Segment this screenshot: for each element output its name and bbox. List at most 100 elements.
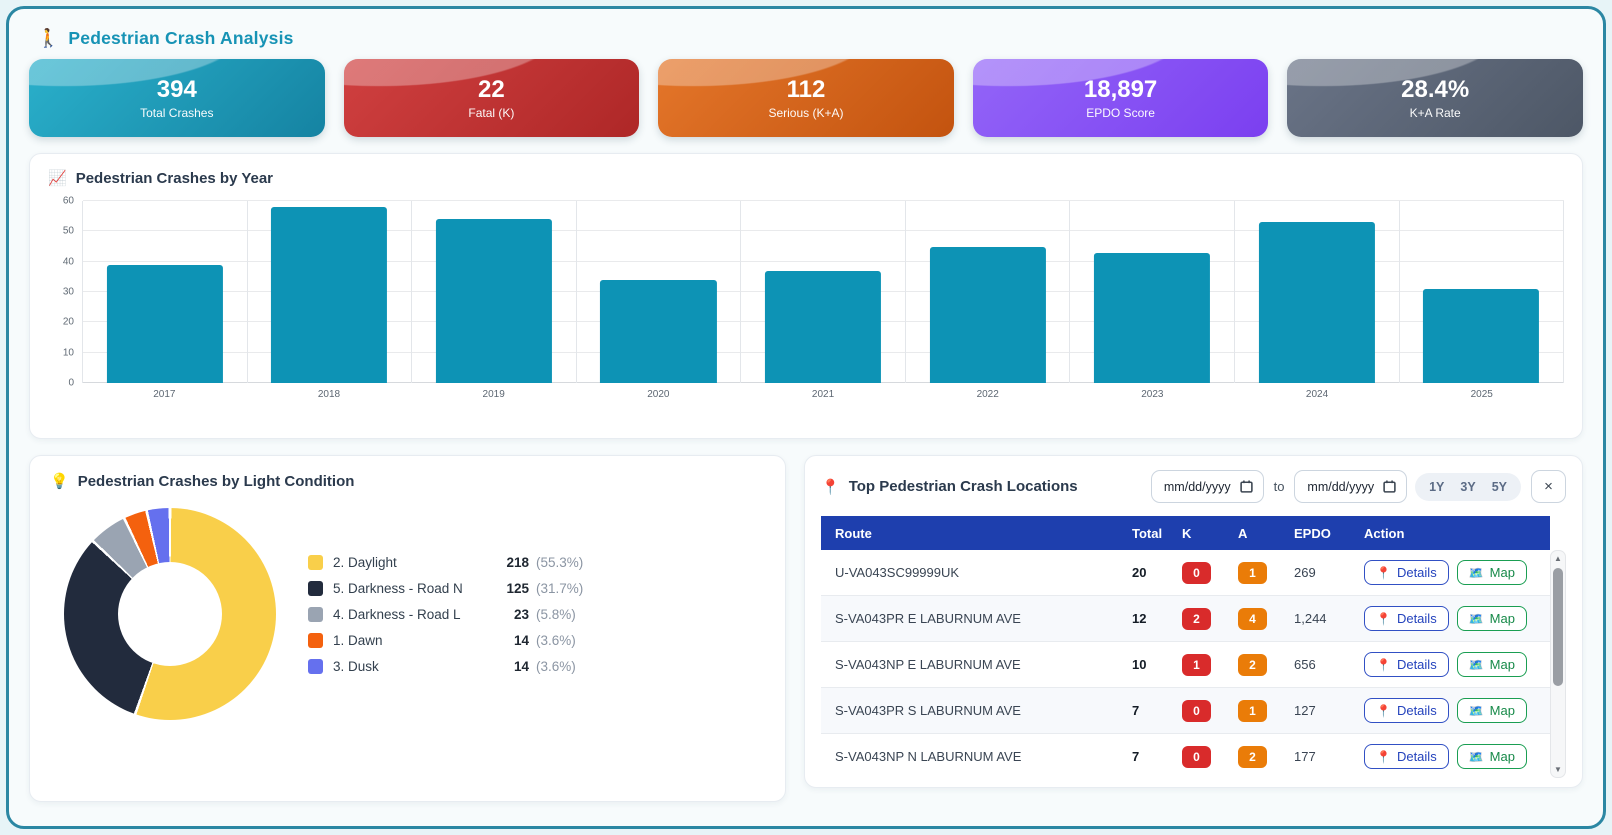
range-button-3y[interactable]: 3Y xyxy=(1460,479,1476,494)
kpi-value-epdo-score: 18,897 xyxy=(1083,75,1158,103)
bar-column-2022 xyxy=(906,201,1071,383)
map-button[interactable]: 🗺️ Map xyxy=(1456,652,1527,677)
pushpin-icon: 📍 xyxy=(821,478,840,496)
epdo-cell: 1,244 xyxy=(1294,611,1327,626)
pushpin-icon: 📍 xyxy=(1376,703,1391,718)
map-icon: 🗺️ xyxy=(1468,749,1484,764)
date-range-to-label: to xyxy=(1273,479,1285,494)
details-button[interactable]: 📍 Details xyxy=(1364,606,1449,631)
table-row: S-VA043PR E LABURNUM AVE 12 2 4 1,244 📍 Detail… xyxy=(821,596,1550,642)
y-axis: 0 10 20 30 40 50 60 xyxy=(48,196,82,389)
table-scrollbar[interactable]: ▲ ▼ xyxy=(1550,550,1566,778)
legend-label-5: 3. Dusk xyxy=(333,658,379,674)
legend-pct-2: (31.7%) xyxy=(536,580,584,596)
bar-2020 xyxy=(600,279,717,383)
details-button-label: Details xyxy=(1396,657,1437,672)
range-button-5y[interactable]: 5Y xyxy=(1491,479,1507,494)
bar-2025 xyxy=(1423,288,1540,383)
col-header-k: K xyxy=(1182,525,1192,541)
a-cell: 1 xyxy=(1238,699,1294,722)
total-cell: 10 xyxy=(1132,657,1147,672)
route-cell: U-VA043SC99999UK xyxy=(835,565,960,580)
col-header-a: A xyxy=(1238,525,1248,541)
pedestrian-icon: 🚶 xyxy=(37,28,60,48)
map-button[interactable]: 🗺️ Map xyxy=(1456,744,1527,769)
map-icon: 🗺️ xyxy=(1468,611,1484,626)
x-label-2024: 2024 xyxy=(1305,389,1329,400)
page-header: 🚶 Pedestrian Crash Analysis xyxy=(37,21,1583,55)
gridline-60 xyxy=(83,200,1564,201)
action-cell: 📍 Details 🗺️ Map xyxy=(1364,560,1550,585)
legend-label-1: 2. Daylight xyxy=(333,554,397,570)
details-button-label: Details xyxy=(1396,749,1437,764)
crashes-by-year-title: Pedestrian Crashes by Year xyxy=(75,169,274,187)
date-to-input[interactable]: mm/dd/yyyy xyxy=(1294,470,1408,503)
kpi-label-total-crashes: Total Crashes xyxy=(140,106,214,121)
y-tick-10: 10 xyxy=(62,347,74,359)
total-cell: 7 xyxy=(1132,749,1140,764)
legend-count-4: 14 xyxy=(513,632,529,648)
route-cell: S-VA043PR S LABURNUM AVE xyxy=(835,703,1021,718)
range-button-group: 1Y 3Y 5Y xyxy=(1415,472,1521,501)
bar-column-2018 xyxy=(248,201,413,383)
legend-swatch-1 xyxy=(308,554,323,570)
a-cell: 1 xyxy=(1238,561,1294,584)
details-button[interactable]: 📍 Details xyxy=(1364,652,1449,677)
action-cell: 📍 Details 🗺️ Map xyxy=(1364,652,1550,677)
map-icon: 🗺️ xyxy=(1468,657,1484,672)
scrollbar-thumb[interactable] xyxy=(1553,568,1563,686)
top-locations-title: Top Pedestrian Crash Locations xyxy=(848,478,1078,495)
date-from-input[interactable]: mm/dd/yyyy xyxy=(1150,470,1264,503)
x-label-2022: 2022 xyxy=(976,389,999,400)
action-cell: 📍 Details 🗺️ Map xyxy=(1364,698,1550,723)
x-label-2021: 2021 xyxy=(811,389,835,400)
bar-column-2020 xyxy=(577,201,742,383)
legend-item-2: 5. Darkness - Road N 125 (31.7%) xyxy=(308,580,584,596)
y-tick-20: 20 xyxy=(62,316,74,328)
bar-2018 xyxy=(271,207,388,383)
epdo-cell: 269 xyxy=(1294,565,1316,580)
map-icon: 🗺️ xyxy=(1468,703,1484,718)
legend-count-1: 218 xyxy=(506,554,529,570)
calendar-icon xyxy=(1239,480,1253,493)
close-button[interactable]: × xyxy=(1531,470,1566,503)
legend-pct-4: (3.6%) xyxy=(536,632,576,648)
light-condition-title-row: 💡 Pedestrian Crashes by Light Condition xyxy=(50,472,765,491)
legend-label-2: 5. Darkness - Road N xyxy=(333,580,463,596)
x-label-2023: 2023 xyxy=(1141,389,1164,400)
map-button[interactable]: 🗺️ Map xyxy=(1456,606,1527,631)
y-tick-60: 60 xyxy=(62,195,74,207)
map-button[interactable]: 🗺️ Map xyxy=(1456,698,1527,723)
a-cell: 2 xyxy=(1238,745,1294,768)
map-button[interactable]: 🗺️ Map xyxy=(1456,560,1527,585)
scroll-down-arrow[interactable]: ▼ xyxy=(1554,765,1562,774)
legend-count-5: 14 xyxy=(513,658,529,674)
top-locations-card: 📍 Top Pedestrian Crash Locations mm/dd/y… xyxy=(804,455,1583,788)
map-button-label: Map xyxy=(1489,749,1515,764)
k-badge: 0 xyxy=(1182,561,1211,584)
dashboard-frame: 🚶 Pedestrian Crash Analysis 394 Total Cra… xyxy=(6,6,1606,829)
legend-item-3: 4. Darkness - Road L 23 (5.8%) xyxy=(308,606,583,622)
table-row: S-VA043NP E LABURNUM AVE 10 1 2 656 📍 Details 🗺… xyxy=(821,642,1550,688)
pushpin-icon: 📍 xyxy=(1376,749,1391,764)
calendar-icon xyxy=(1383,480,1396,493)
bar-2024 xyxy=(1258,222,1375,383)
bar-column-2024 xyxy=(1235,201,1400,383)
range-button-1y[interactable]: 1Y xyxy=(1429,479,1445,494)
legend-swatch-3 xyxy=(308,606,323,622)
details-button[interactable]: 📍 Details xyxy=(1364,560,1449,585)
y-tick-0: 0 xyxy=(68,377,74,389)
a-badge: 2 xyxy=(1238,745,1267,768)
details-button[interactable]: 📍 Details xyxy=(1364,698,1449,723)
crashes-by-year-title-row: 📈 Pedestrian Crashes by Year xyxy=(48,169,1564,188)
light-condition-chart: 2. Daylight 218 (55.3%) 5. Darkness - Road … xyxy=(50,508,765,720)
details-button[interactable]: 📍 Details xyxy=(1364,744,1449,769)
total-cell: 7 xyxy=(1132,703,1140,718)
y-tick-40: 40 xyxy=(62,256,74,268)
kpi-value-ka-rate: 28.4% xyxy=(1401,75,1470,103)
table-row: U-VA043SC99999UK 20 0 1 269 📍 Details 🗺️ Map xyxy=(821,550,1550,596)
legend-item-5: 3. Dusk 14 (3.6%) xyxy=(308,658,583,674)
bar-2022 xyxy=(929,246,1046,383)
kpi-label-fatal-k: Fatal (K) xyxy=(468,106,515,121)
scroll-up-arrow[interactable]: ▲ xyxy=(1554,554,1562,563)
